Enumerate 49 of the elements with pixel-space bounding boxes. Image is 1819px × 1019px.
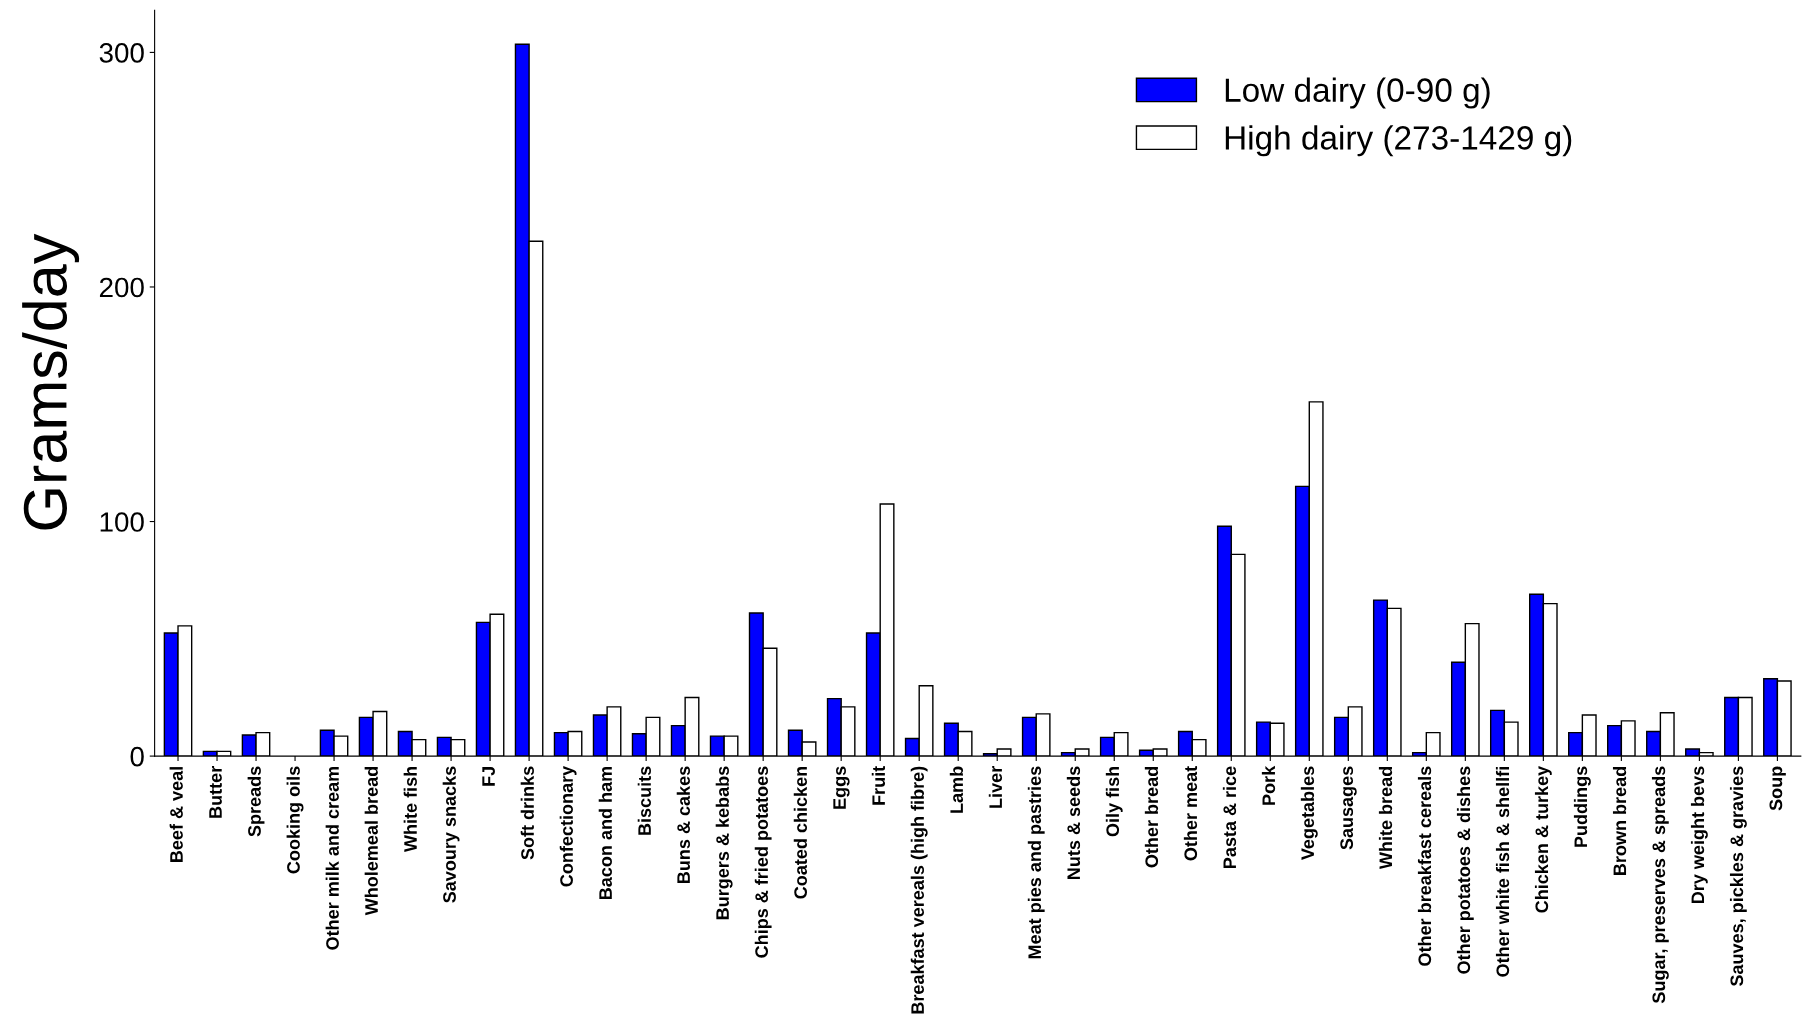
x-tick-label: Other potatoes & dishes	[1456, 766, 1474, 974]
x-tick-label: Other bread	[1144, 767, 1159, 868]
x-tick-label: Other meat	[1183, 766, 1198, 861]
x-tick-label: Fruit	[871, 766, 886, 805]
x-tick-label: Chicken & turkey	[1534, 765, 1552, 913]
x-tick-label: Breakfast vereals (high fibre)	[910, 766, 928, 1014]
x-tick-label: Sugar, preserves & spreads	[1651, 766, 1669, 1004]
x-tick-label: Cooking oils	[286, 766, 304, 874]
x-tick-label: Chips & fried potatoes	[754, 766, 772, 958]
x-tick-label: Burgers & kebabs	[715, 766, 733, 920]
x-tick-label: Wholemeal bread	[364, 767, 378, 916]
x-tick-label: Sauves, pickles & gravies	[1729, 766, 1747, 987]
legend-label: High dairy (273-1429 g)	[1225, 125, 1572, 157]
y-axis-title: Grams/day	[22, 233, 80, 530]
x-tick-label: Beef & veal	[169, 767, 183, 862]
x-tick-label: White fish	[403, 766, 417, 853]
x-tick-label: Buns & cakes	[676, 766, 690, 884]
x-tick-label: Meat pies and pastries	[1027, 766, 1045, 959]
x-tick-label: Soup	[1769, 766, 1786, 811]
x-tick-label: White bread	[1378, 767, 1393, 870]
x-tick-label: Nuts & seeds	[1066, 766, 1081, 879]
y-tick-label: 200	[99, 277, 144, 298]
x-tick-label: Pork	[1261, 765, 1276, 805]
x-tick-label: Other breakfast cereals	[1417, 766, 1432, 966]
x-tick-label: Oily fish	[1105, 766, 1123, 837]
x-tick-label: Confectionary	[559, 765, 577, 887]
x-tick-label: Liver	[988, 766, 1003, 808]
x-tick-label: Eggs	[833, 766, 850, 809]
x-tick-label: Vegetables	[1300, 766, 1318, 861]
y-tick-label: 300	[99, 43, 144, 63]
x-tick-label: Biscuits	[637, 766, 651, 835]
x-tick-label: Brown bread	[1612, 767, 1627, 875]
y-tick-label: 0	[130, 746, 144, 767]
x-tick-label: Bacon and ham	[598, 766, 612, 900]
x-tick-label: Butter	[209, 766, 222, 818]
legend-label: Low dairy (0-90 g)	[1225, 77, 1490, 109]
x-tick-label: Sausages	[1340, 766, 1357, 850]
x-tick-label: Soft drinks	[520, 766, 534, 860]
x-tick-label: Spreads	[247, 766, 265, 837]
x-tick-label: Other white fish & shellfi	[1495, 767, 1510, 977]
x-tick-label: Puddings	[1573, 766, 1591, 847]
x-tick-label: Other milk and cream	[325, 766, 339, 950]
x-tick-label: FJ	[482, 767, 495, 786]
x-tick-label: Pasta & rice	[1222, 766, 1237, 868]
y-tick-label: 100	[100, 512, 144, 532]
x-tick-label: Savoury snacks	[442, 766, 460, 903]
x-tick-label: Lamb	[949, 766, 964, 813]
x-tick-label: Dry weight bevs	[1690, 766, 1708, 904]
x-tick-label: Coated chicken	[793, 766, 808, 899]
